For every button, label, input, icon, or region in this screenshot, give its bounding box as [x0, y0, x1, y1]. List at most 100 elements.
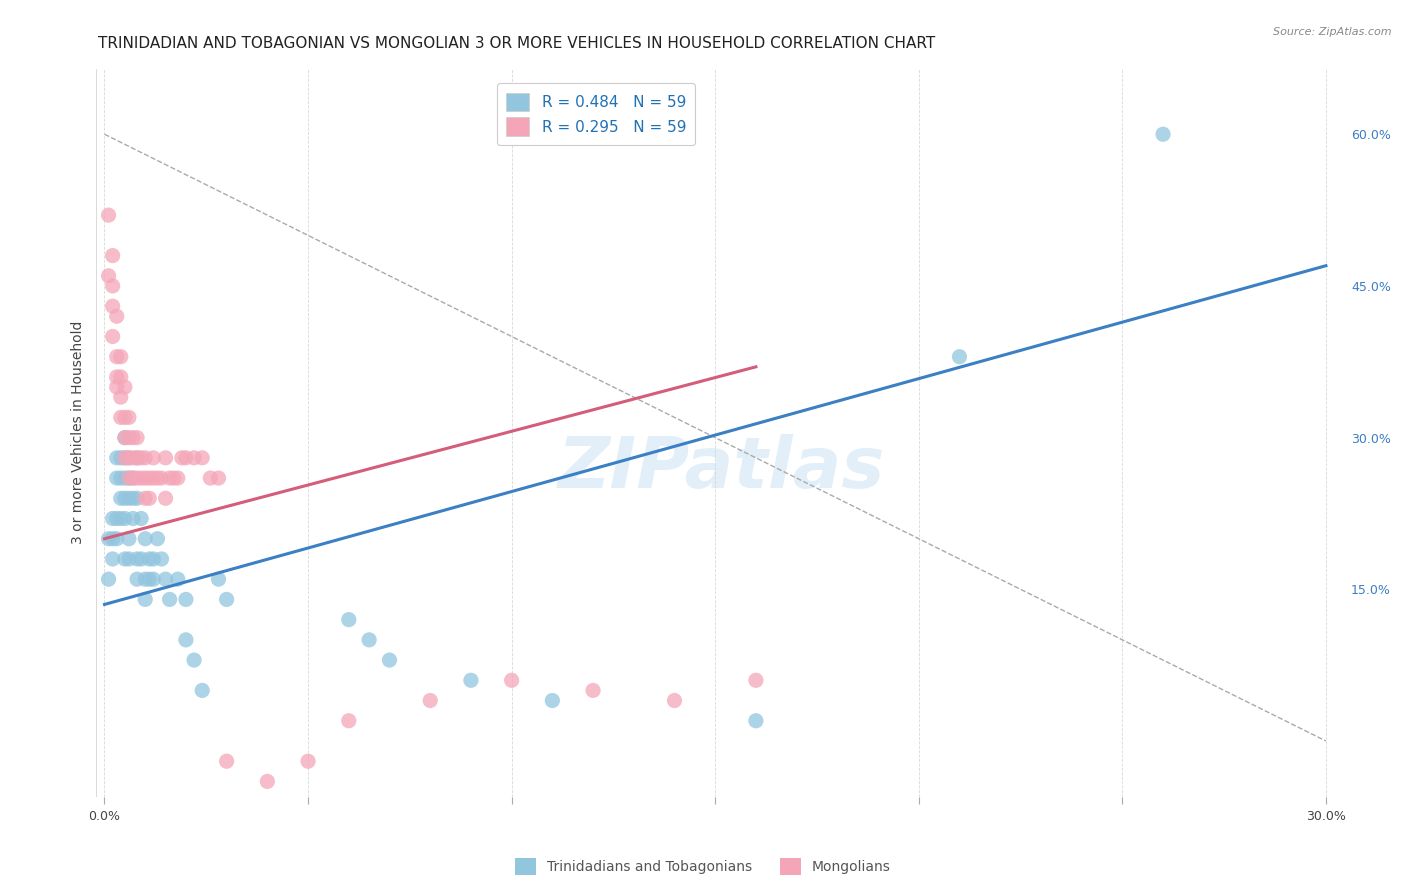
Point	[118, 532, 141, 546]
Point	[105, 450, 128, 465]
Point	[118, 431, 141, 445]
Point	[142, 471, 165, 485]
Point	[138, 491, 160, 506]
Point	[170, 450, 193, 465]
Point	[122, 450, 145, 465]
Point	[101, 552, 124, 566]
Point	[118, 450, 141, 465]
Point	[105, 471, 128, 485]
Point	[134, 532, 156, 546]
Legend: R = 0.484   N = 59, R = 0.295   N = 59: R = 0.484 N = 59, R = 0.295 N = 59	[498, 84, 696, 145]
Point	[110, 511, 132, 525]
Point	[101, 299, 124, 313]
Point	[664, 693, 686, 707]
Point	[215, 754, 238, 768]
Point	[110, 370, 132, 384]
Point	[150, 471, 173, 485]
Point	[118, 491, 141, 506]
Point	[745, 673, 768, 688]
Point	[142, 450, 165, 465]
Point	[256, 774, 278, 789]
Point	[105, 380, 128, 394]
Point	[337, 714, 360, 728]
Point	[150, 552, 173, 566]
Point	[101, 249, 124, 263]
Point	[97, 268, 120, 283]
Point	[110, 471, 132, 485]
Point	[97, 532, 120, 546]
Point	[1152, 128, 1174, 142]
Point	[122, 471, 145, 485]
Point	[114, 491, 136, 506]
Point	[129, 450, 152, 465]
Point	[114, 431, 136, 445]
Point	[146, 532, 169, 546]
Point	[142, 552, 165, 566]
Point	[155, 572, 177, 586]
Point	[460, 673, 482, 688]
Point	[97, 572, 120, 586]
Point	[110, 350, 132, 364]
Point	[166, 471, 188, 485]
Point	[134, 471, 156, 485]
Point	[114, 511, 136, 525]
Point	[129, 471, 152, 485]
Point	[129, 552, 152, 566]
Point	[142, 572, 165, 586]
Point	[134, 572, 156, 586]
Point	[138, 471, 160, 485]
Point	[215, 592, 238, 607]
Point	[582, 683, 605, 698]
Point	[110, 410, 132, 425]
Point	[122, 511, 145, 525]
Point	[101, 532, 124, 546]
Point	[105, 532, 128, 546]
Point	[125, 431, 148, 445]
Point	[183, 450, 205, 465]
Point	[297, 754, 319, 768]
Point	[134, 592, 156, 607]
Point	[125, 450, 148, 465]
Point	[118, 552, 141, 566]
Point	[155, 450, 177, 465]
Point	[359, 632, 381, 647]
Point	[207, 572, 229, 586]
Point	[114, 471, 136, 485]
Point	[125, 450, 148, 465]
Point	[138, 572, 160, 586]
Point	[159, 471, 181, 485]
Point	[97, 208, 120, 222]
Text: Source: ZipAtlas.com: Source: ZipAtlas.com	[1274, 27, 1392, 37]
Point	[122, 431, 145, 445]
Y-axis label: 3 or more Vehicles in Household: 3 or more Vehicles in Household	[72, 321, 86, 544]
Text: TRINIDADIAN AND TOBAGONIAN VS MONGOLIAN 3 OR MORE VEHICLES IN HOUSEHOLD CORRELAT: TRINIDADIAN AND TOBAGONIAN VS MONGOLIAN …	[98, 36, 935, 51]
Point	[125, 491, 148, 506]
Point	[118, 450, 141, 465]
Point	[129, 511, 152, 525]
Point	[114, 410, 136, 425]
Point	[174, 450, 197, 465]
Point	[501, 673, 523, 688]
Point	[105, 350, 128, 364]
Point	[122, 471, 145, 485]
Point	[134, 450, 156, 465]
Point	[118, 471, 141, 485]
Point	[183, 653, 205, 667]
Point	[191, 683, 214, 698]
Point	[101, 511, 124, 525]
Point	[138, 552, 160, 566]
Point	[114, 450, 136, 465]
Point	[122, 491, 145, 506]
Point	[110, 450, 132, 465]
Point	[105, 370, 128, 384]
Point	[191, 450, 214, 465]
Point	[114, 380, 136, 394]
Point	[125, 552, 148, 566]
Point	[105, 310, 128, 324]
Point	[114, 552, 136, 566]
Point	[200, 471, 222, 485]
Text: ZIPatlas: ZIPatlas	[558, 434, 884, 503]
Point	[125, 471, 148, 485]
Point	[155, 491, 177, 506]
Point	[110, 491, 132, 506]
